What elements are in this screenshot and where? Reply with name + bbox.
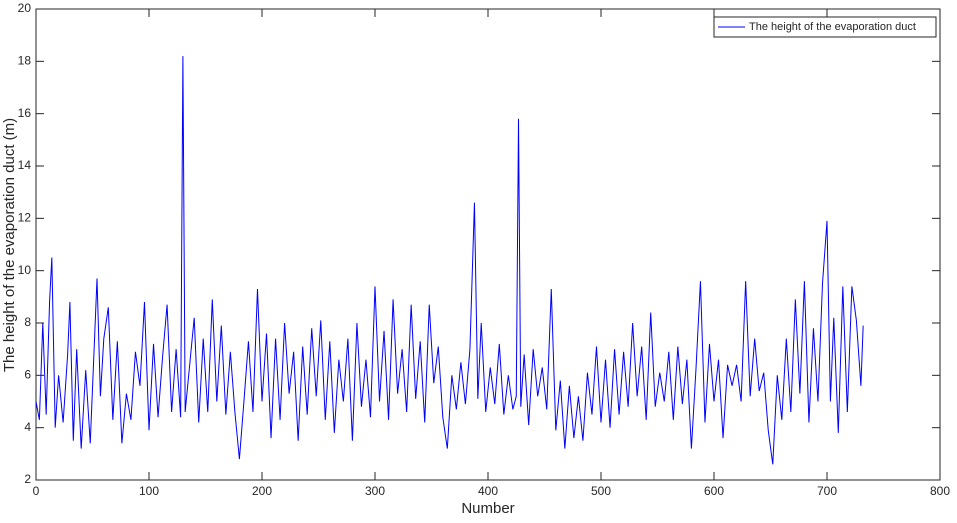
y-tick-label: 10 <box>18 263 32 277</box>
x-tick-label: 400 <box>478 484 498 498</box>
x-tick-label: 100 <box>139 484 159 498</box>
x-tick-label: 600 <box>704 484 724 498</box>
y-axis-label: The height of the evaporation duct (m) <box>1 118 18 372</box>
legend-label: The height of the evaporation duct <box>749 21 916 33</box>
x-tick-label: 800 <box>930 484 950 498</box>
x-tick-label: 0 <box>33 484 40 498</box>
y-tick-label: 18 <box>18 54 32 68</box>
data-line <box>35 56 864 465</box>
y-tick-label: 4 <box>24 420 31 434</box>
x-axis-label: Number <box>461 500 514 517</box>
y-tick-label: 20 <box>18 1 32 15</box>
x-tick-label: 700 <box>817 484 837 498</box>
x-tick-label: 300 <box>365 484 385 498</box>
y-tick-label: 12 <box>18 211 32 225</box>
y-tick-label: 14 <box>18 158 32 172</box>
y-tick-label: 2 <box>24 472 31 486</box>
y-tick-label: 8 <box>24 315 31 329</box>
y-tick-label: 16 <box>18 106 32 120</box>
legend-box <box>713 16 937 38</box>
x-tick-label: 500 <box>591 484 611 498</box>
x-tick-label: 200 <box>252 484 272 498</box>
y-tick-label: 6 <box>24 368 31 382</box>
